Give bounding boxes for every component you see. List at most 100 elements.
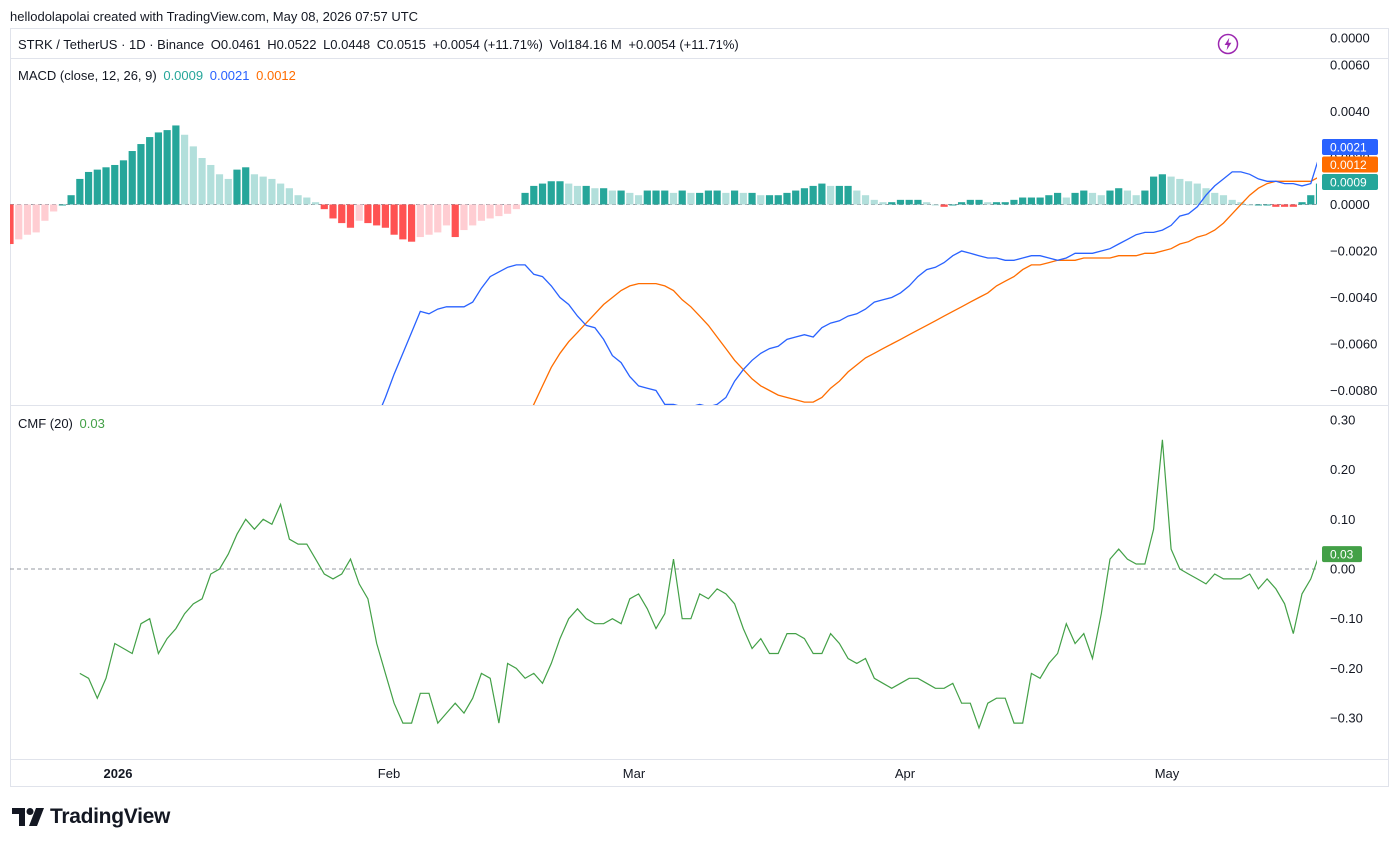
histogram-bar <box>154 132 163 205</box>
histogram-bar <box>853 190 861 205</box>
time-axis-label: 2026 <box>104 766 133 781</box>
histogram-bar <box>1132 195 1140 205</box>
cmf-scale-tick: −0.30 <box>1330 711 1363 726</box>
macd-title[interactable]: MACD (close, 12, 26, 9) <box>18 68 157 83</box>
histogram-bar <box>407 204 416 242</box>
svg-text:0.03: 0.03 <box>1330 548 1354 562</box>
histogram-bar <box>661 190 669 205</box>
histogram-bar <box>975 199 983 205</box>
macd-lines <box>381 161 1317 405</box>
histogram-bar <box>643 190 651 205</box>
time-axis: 2026 Feb Mar Apr May <box>10 759 1389 781</box>
legend-open: O0.0461 <box>210 37 261 52</box>
histogram-bar <box>250 174 259 205</box>
histogram-bar <box>242 167 250 205</box>
cmf-line <box>79 439 1317 730</box>
cmf-pane: 0.30 0.20 0.10 0.00 −0.10 −0.20 −0.30 0.03 <box>10 412 1363 730</box>
histogram-bar <box>984 202 992 205</box>
histogram-bar <box>713 190 721 205</box>
cmf-scale-tick: −0.20 <box>1330 661 1363 676</box>
histogram-bar <box>41 204 49 221</box>
histogram-bar <box>957 202 966 205</box>
histogram-bar <box>1193 183 1201 205</box>
histogram-bar <box>215 174 224 205</box>
histogram-bar <box>1211 192 1219 205</box>
macd-signal-value: 0.0012 <box>256 68 296 83</box>
macd-scale-tick: 0.0040 <box>1330 104 1370 119</box>
histogram-bar <box>259 176 267 205</box>
histogram-bar <box>582 185 590 205</box>
histogram-bar <box>1115 188 1123 205</box>
time-axis-label: May <box>1155 766 1180 781</box>
histogram-bar <box>530 185 538 205</box>
histogram-bar <box>93 169 101 205</box>
macd-value-badge: 0.0021 <box>1322 139 1378 155</box>
histogram-bar <box>835 185 843 205</box>
histogram-bar <box>1010 199 1018 205</box>
tradingview-logo[interactable]: TradingView <box>12 805 170 829</box>
histogram-bar <box>704 190 712 205</box>
macd-line-value: 0.0021 <box>209 68 250 83</box>
histogram-bar <box>949 204 957 206</box>
histogram-bar <box>1272 204 1280 207</box>
histogram-bar <box>1141 190 1149 205</box>
cmf-scale-tick: 0.00 <box>1330 562 1355 577</box>
histogram-bar <box>730 190 739 205</box>
time-axis-label: Feb <box>378 766 400 781</box>
histogram-bar <box>1097 195 1105 205</box>
cmf-title[interactable]: CMF (20) <box>18 416 73 431</box>
lightning-bolt-icon[interactable] <box>1217 33 1239 55</box>
histogram-bar <box>137 144 145 205</box>
histogram-bar <box>1254 204 1262 206</box>
histogram-bar <box>442 204 451 226</box>
macd-legend[interactable]: MACD (close, 12, 26, 9) 0.0009 0.0021 0.… <box>18 68 299 83</box>
histogram-bar <box>1071 192 1079 205</box>
histogram-bar <box>416 204 424 238</box>
macd-line <box>381 161 1317 405</box>
histogram-bar <box>320 204 328 210</box>
histogram-bar <box>451 204 459 238</box>
brand-name: TradingView <box>50 805 171 828</box>
histogram-bar <box>364 204 372 224</box>
svg-text:0.0012: 0.0012 <box>1330 158 1367 172</box>
cmf-legend[interactable]: CMF (20) 0.03 <box>18 416 108 431</box>
symbol-legend[interactable]: STRK / TetherUS · 1D · Binance O0.0461 H… <box>18 37 742 52</box>
histogram-bar <box>739 192 747 205</box>
histogram-bar <box>390 204 398 235</box>
histogram-bar <box>67 195 75 205</box>
histogram-bar <box>992 202 1001 205</box>
cmf-scale-tick: 0.20 <box>1330 462 1355 477</box>
histogram-bar <box>748 192 756 205</box>
legend-volume: Vol184.16 M <box>549 37 622 52</box>
histogram-bar <box>565 183 573 205</box>
legend-close: C0.0515 <box>376 37 426 52</box>
histogram-bar <box>504 204 512 214</box>
symbol-title[interactable]: STRK / TetherUS · 1D · Binance <box>18 37 205 52</box>
histogram-bar <box>285 188 293 205</box>
tradingview-logo-icon <box>12 808 44 826</box>
attribution-text: hellodolapolai created with TradingView.… <box>10 9 419 24</box>
histogram-bar <box>696 192 704 205</box>
histogram-bar <box>460 204 468 231</box>
histogram-bar <box>1184 181 1193 205</box>
macd-hist-value: 0.0009 <box>163 68 204 83</box>
cmf-series <box>79 439 1317 730</box>
histogram-bar <box>1045 195 1053 205</box>
histogram-bar <box>1176 178 1184 205</box>
histogram-bar <box>1123 190 1132 205</box>
histogram-bar <box>861 195 870 205</box>
histogram-bar <box>634 195 643 205</box>
histogram-bar <box>888 202 896 205</box>
histogram-bar <box>1158 174 1166 205</box>
histogram-bar <box>189 146 197 205</box>
histogram-bar <box>111 164 119 205</box>
histogram-bar <box>346 204 355 228</box>
cmf-scale-tick: 0.30 <box>1330 412 1355 427</box>
histogram-bar <box>128 151 136 205</box>
legend-change: +0.0054 (+11.71%) <box>432 37 543 52</box>
histogram-bar <box>477 204 486 221</box>
histogram-bar <box>1219 195 1228 205</box>
histogram-bar <box>722 192 730 205</box>
histogram-bar <box>355 204 363 221</box>
